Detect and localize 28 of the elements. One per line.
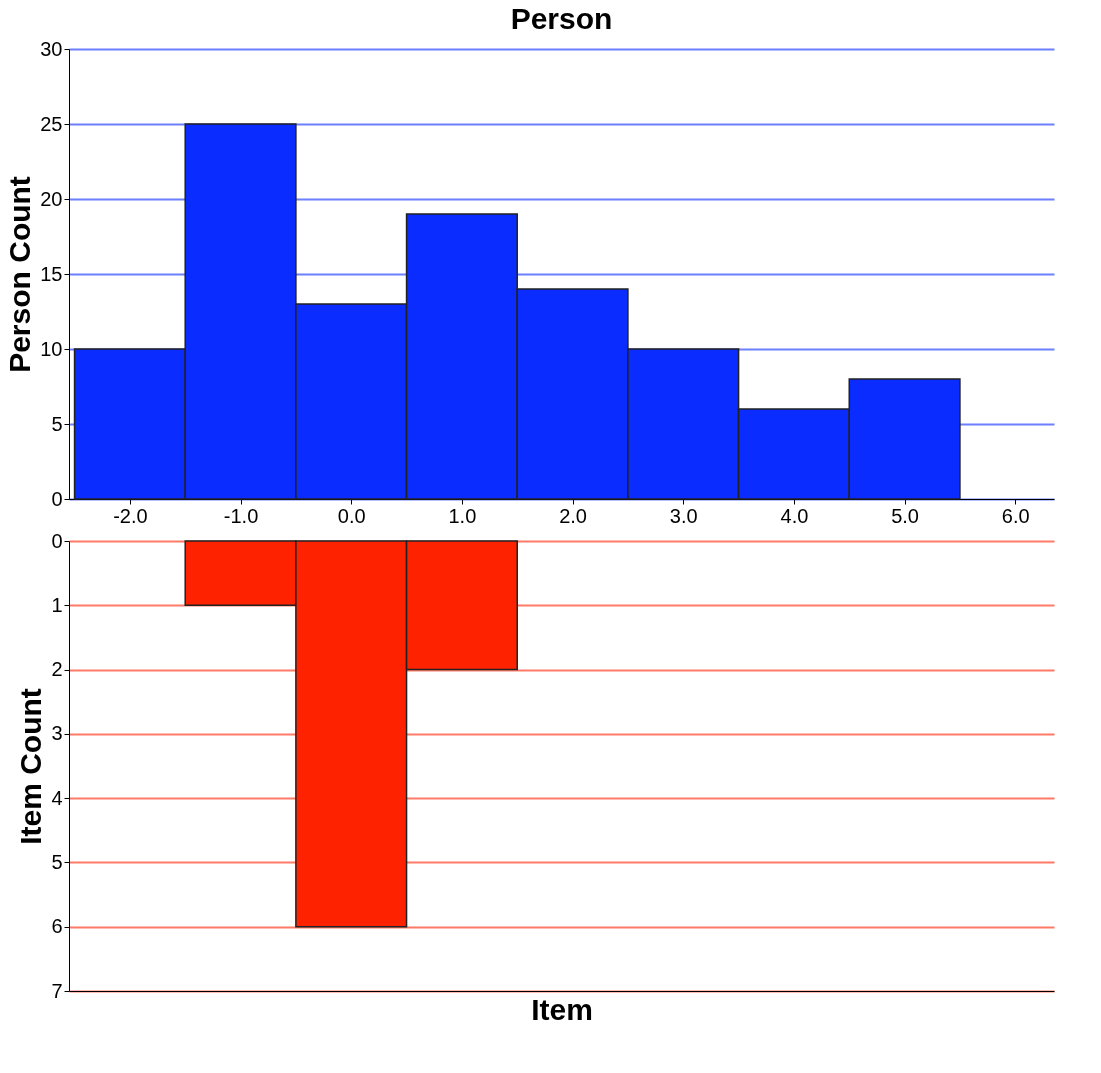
y-tick-label: 2 <box>51 658 63 681</box>
x-tick-label: 6.0 <box>1001 504 1030 527</box>
y-tick-label: 10 <box>40 337 63 360</box>
y-tick-label: 0 <box>51 487 63 510</box>
y-axis-title: Person Count <box>3 176 37 373</box>
y-tick-label: 3 <box>51 722 63 745</box>
y-tick-label: 5 <box>51 850 63 873</box>
x-axis-title: Item <box>531 992 593 1026</box>
x-tick-label: -1.0 <box>223 504 259 527</box>
y-tick-label: 4 <box>51 786 63 809</box>
y-tick-label: 1 <box>51 593 63 616</box>
y-tick-label: 5 <box>51 412 63 435</box>
y-tick-label: 30 <box>40 37 63 60</box>
y-tick-label: 20 <box>40 187 63 210</box>
y-tick-label: 0 <box>51 529 63 552</box>
y-axis-title: Item Count <box>14 688 48 845</box>
y-tick-label: 15 <box>40 262 63 285</box>
x-tick-label: -2.0 <box>113 504 148 527</box>
x-tick-label: 4.0 <box>780 504 809 527</box>
x-tick-label: 5.0 <box>891 504 919 527</box>
x-tick-label: 0.0 <box>337 504 366 527</box>
x-tick-label: 1.0 <box>448 504 477 527</box>
y-tick-label: 6 <box>51 915 63 938</box>
x-tick-label: 2.0 <box>559 504 587 527</box>
chart-title: Person <box>510 2 613 35</box>
y-tick-label: 25 <box>40 112 63 135</box>
y-tick-label: 7 <box>51 979 63 1002</box>
x-tick-label: 3.0 <box>669 504 698 527</box>
